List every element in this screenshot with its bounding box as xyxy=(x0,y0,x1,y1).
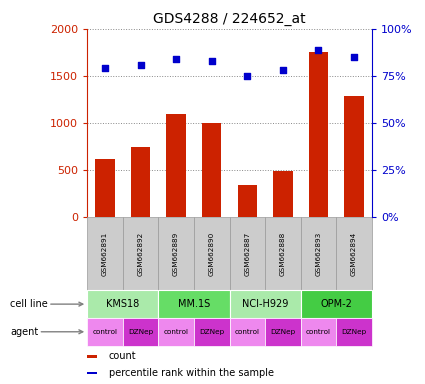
Point xyxy=(173,56,179,62)
Point xyxy=(244,73,251,79)
Text: NCI-H929: NCI-H929 xyxy=(242,299,288,309)
Bar xyxy=(158,318,194,346)
Bar xyxy=(87,318,123,346)
Text: GSM662893: GSM662893 xyxy=(315,232,321,276)
Bar xyxy=(300,217,336,290)
Title: GDS4288 / 224652_at: GDS4288 / 224652_at xyxy=(153,12,306,26)
Bar xyxy=(265,318,300,346)
Text: GSM662891: GSM662891 xyxy=(102,232,108,276)
Bar xyxy=(336,318,372,346)
Bar xyxy=(87,290,158,318)
Text: DZNep: DZNep xyxy=(341,329,367,335)
Bar xyxy=(265,217,300,290)
Bar xyxy=(202,123,221,217)
Point xyxy=(351,54,357,60)
Bar xyxy=(158,217,194,290)
Bar xyxy=(194,217,230,290)
Point xyxy=(280,67,286,73)
Text: GSM662894: GSM662894 xyxy=(351,232,357,276)
Bar xyxy=(238,185,257,217)
Text: KMS18: KMS18 xyxy=(106,299,139,309)
Bar xyxy=(344,96,364,217)
Bar xyxy=(230,290,300,318)
Bar xyxy=(131,147,150,217)
Text: OPM-2: OPM-2 xyxy=(320,299,352,309)
Text: GSM662889: GSM662889 xyxy=(173,232,179,276)
Text: GSM662890: GSM662890 xyxy=(209,232,215,276)
Bar xyxy=(230,318,265,346)
Bar xyxy=(273,171,293,217)
Point xyxy=(102,65,108,71)
Point xyxy=(137,61,144,68)
Text: control: control xyxy=(235,329,260,335)
Bar xyxy=(336,217,372,290)
Text: DZNep: DZNep xyxy=(270,329,295,335)
Text: control: control xyxy=(92,329,117,335)
Bar xyxy=(123,318,158,346)
Text: agent: agent xyxy=(10,327,83,337)
Bar xyxy=(123,217,158,290)
Bar xyxy=(95,159,115,217)
Bar xyxy=(87,217,123,290)
Bar xyxy=(309,52,328,217)
Bar xyxy=(166,114,186,217)
Bar xyxy=(87,355,97,358)
Text: cell line: cell line xyxy=(10,299,83,309)
Text: GSM662887: GSM662887 xyxy=(244,232,250,276)
Text: MM.1S: MM.1S xyxy=(178,299,210,309)
Point xyxy=(208,58,215,64)
Bar xyxy=(194,318,230,346)
Text: control: control xyxy=(306,329,331,335)
Bar xyxy=(230,217,265,290)
Point xyxy=(315,46,322,53)
Text: GSM662892: GSM662892 xyxy=(138,232,144,276)
Bar xyxy=(300,290,372,318)
Text: count: count xyxy=(109,351,136,361)
Text: DZNep: DZNep xyxy=(199,329,224,335)
Text: DZNep: DZNep xyxy=(128,329,153,335)
Bar xyxy=(158,290,230,318)
Text: control: control xyxy=(164,329,189,335)
Text: percentile rank within the sample: percentile rank within the sample xyxy=(109,368,274,378)
Bar xyxy=(87,372,97,374)
Bar xyxy=(300,318,336,346)
Text: GSM662888: GSM662888 xyxy=(280,232,286,276)
